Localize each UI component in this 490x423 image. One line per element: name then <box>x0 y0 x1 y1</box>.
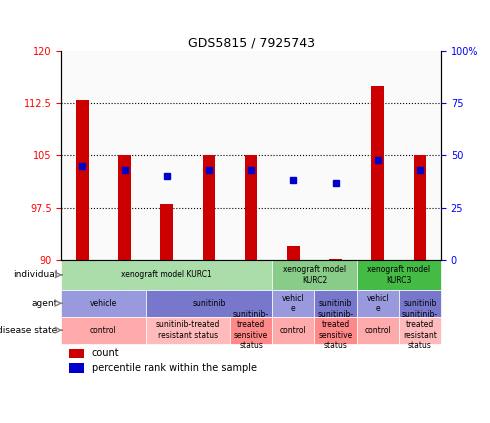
FancyBboxPatch shape <box>272 260 357 290</box>
Text: agent: agent <box>31 299 57 308</box>
FancyBboxPatch shape <box>61 317 146 343</box>
Text: disease state: disease state <box>0 326 57 335</box>
FancyBboxPatch shape <box>61 290 146 317</box>
FancyBboxPatch shape <box>146 317 230 343</box>
FancyBboxPatch shape <box>230 317 272 343</box>
Bar <box>329 258 342 260</box>
Text: individual: individual <box>13 270 57 279</box>
Text: sunitinib: sunitinib <box>319 299 352 308</box>
Text: vehicle: vehicle <box>90 299 117 308</box>
Text: xenograft model
KURC3: xenograft model KURC3 <box>367 265 430 285</box>
FancyBboxPatch shape <box>357 290 399 317</box>
Text: control: control <box>90 326 117 335</box>
FancyBboxPatch shape <box>272 317 315 343</box>
Text: control: control <box>280 326 307 335</box>
Text: count: count <box>92 349 119 358</box>
FancyBboxPatch shape <box>399 317 441 343</box>
FancyBboxPatch shape <box>315 290 357 317</box>
FancyBboxPatch shape <box>357 260 441 290</box>
Text: sunitinib-
treated
sensitive
status: sunitinib- treated sensitive status <box>233 310 269 350</box>
FancyBboxPatch shape <box>315 317 357 343</box>
Bar <box>202 155 215 260</box>
Text: xenograft model
KURC2: xenograft model KURC2 <box>283 265 346 285</box>
FancyBboxPatch shape <box>272 290 315 317</box>
Bar <box>69 349 84 358</box>
Text: percentile rank within the sample: percentile rank within the sample <box>92 363 257 373</box>
Text: sunitinib-treated
resistant status: sunitinib-treated resistant status <box>156 321 220 340</box>
FancyBboxPatch shape <box>399 290 441 317</box>
Text: xenograft model KURC1: xenograft model KURC1 <box>122 270 212 279</box>
Bar <box>371 85 384 260</box>
FancyBboxPatch shape <box>146 290 272 317</box>
Bar <box>245 155 257 260</box>
Text: sunitinib: sunitinib <box>192 299 225 308</box>
Bar <box>69 363 84 373</box>
Bar <box>160 204 173 260</box>
Text: vehicl
e: vehicl e <box>282 294 305 313</box>
FancyBboxPatch shape <box>357 317 399 343</box>
Text: sunitinib: sunitinib <box>403 299 437 308</box>
Bar <box>414 155 426 260</box>
Bar <box>118 155 131 260</box>
Text: sunitinib-
treated
sensitive
status: sunitinib- treated sensitive status <box>318 310 354 350</box>
Text: control: control <box>365 326 391 335</box>
Bar <box>287 246 300 260</box>
Title: GDS5815 / 7925743: GDS5815 / 7925743 <box>188 37 315 49</box>
Text: vehicl
e: vehicl e <box>367 294 389 313</box>
FancyBboxPatch shape <box>61 260 272 290</box>
Text: sunitinib-
treated
resistant
status: sunitinib- treated resistant status <box>402 310 438 350</box>
Bar <box>76 99 89 260</box>
